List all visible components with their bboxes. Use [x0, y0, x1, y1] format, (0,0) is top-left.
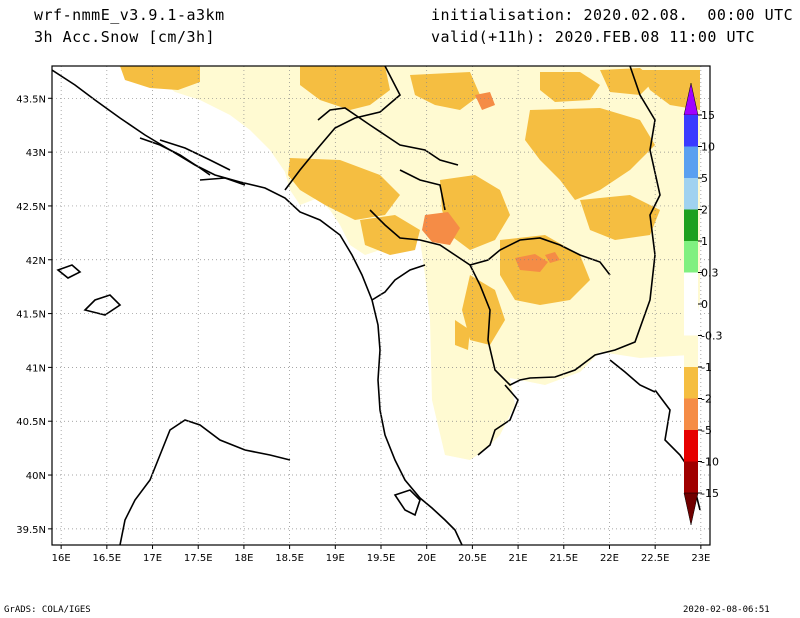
legend-bottom-arrow [683, 492, 699, 526]
lon-tick-label: 17E [143, 553, 162, 564]
lon-tick-label: 22E [600, 553, 619, 564]
lon-tick-label: 21.5E [549, 553, 578, 564]
legend-label: 15 [701, 109, 715, 122]
legend-label: -1 [701, 361, 712, 374]
legend-label: -5 [701, 424, 712, 437]
axis-labels: 16E 16.5E 17E 17.5E 18E 18.5E 19E 19.5E 20E 20.5E… [16, 94, 710, 564]
lat-tick-label: 42N [26, 256, 46, 267]
lat-tick-label: 39.5N [16, 525, 46, 536]
footer-right: 2020-02-08-06:51 [683, 605, 770, 615]
lon-tick-label: 18.5E [275, 553, 304, 564]
init-time: initialisation: 2020.02.08. 00:00 UTC [431, 6, 794, 24]
legend-swatch [684, 146, 698, 178]
legend-label: 5 [701, 172, 708, 185]
legend-label: 10 [701, 141, 715, 154]
legend-swatch [684, 461, 698, 493]
color-legend: 15 10 5 2 1 0.3 0 -0.3 -1 -2 -5 -10 -15 [683, 82, 722, 526]
legend-label: -15 [701, 487, 719, 500]
lon-tick-label: 22.5E [641, 553, 670, 564]
lon-tick-label: 20E [417, 553, 436, 564]
lon-tick-label: 21E [509, 553, 528, 564]
model-title: wrf-nmmE_v3.9.1-a3km [34, 6, 225, 24]
lat-tick-label: 41.5N [16, 310, 46, 321]
legend-swatch [684, 367, 698, 399]
lon-tick-label: 17.5E [184, 553, 213, 564]
lat-tick-label: 40.5N [16, 417, 46, 428]
map-gridlines [52, 66, 710, 545]
legend-label: -10 [701, 456, 719, 469]
legend-label: -0.3 [701, 330, 722, 343]
lon-tick-label: 19E [326, 553, 345, 564]
legend-swatch [684, 272, 698, 304]
lon-tick-label: 16E [52, 553, 71, 564]
legend-swatch [684, 398, 698, 430]
legend-label: -2 [701, 393, 712, 406]
legend-swatch [684, 430, 698, 462]
legend-swatch [684, 335, 698, 367]
lon-tick-label: 16.5E [93, 553, 122, 564]
legend-swatch [684, 209, 698, 241]
lat-tick-label: 41N [26, 363, 46, 374]
legend-label: 1 [701, 235, 708, 248]
legend-swatch [684, 178, 698, 210]
footer-left: GrADS: COLA/IGES [4, 605, 91, 615]
lat-tick-label: 43.5N [16, 94, 46, 105]
legend-swatch [684, 241, 698, 273]
snow-field-moderate [120, 66, 700, 350]
legend-swatch [684, 304, 698, 336]
lat-tick-label: 40N [26, 471, 46, 482]
lon-tick-label: 23E [691, 553, 710, 564]
lon-tick-label: 19.5E [367, 553, 396, 564]
snow-field-heavy [422, 92, 560, 272]
map-area [52, 66, 710, 545]
legend-label: 2 [701, 204, 708, 217]
field-title: 3h Acc.Snow [cm/3h] [34, 28, 216, 46]
legend-swatch [684, 115, 698, 147]
lat-tick-label: 43N [26, 148, 46, 159]
lon-tick-label: 20.5E [458, 553, 487, 564]
legend-label: 0 [701, 298, 708, 311]
valid-time: valid(+11h): 2020.FEB.08 11:00 UTC [431, 28, 756, 46]
legend-label: 0.3 [701, 267, 719, 280]
lat-tick-label: 42.5N [16, 202, 46, 213]
lon-tick-label: 18E [234, 553, 253, 564]
